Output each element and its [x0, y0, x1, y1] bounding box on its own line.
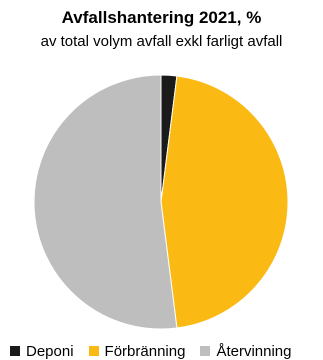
- legend-item-forbranning: Förbränning: [88, 342, 186, 360]
- chart-subtitle: av total volym avfall exkl farligt avfal…: [40, 33, 283, 50]
- chart-title: Avfallshantering 2021, %: [61, 8, 262, 27]
- legend-item-deponi: Deponi: [10, 343, 74, 360]
- legend-label-atervinning: Återvinning: [216, 342, 292, 360]
- legend-swatch-forbranning: [88, 346, 99, 356]
- legend-label-deponi: Deponi: [26, 342, 74, 360]
- legend-swatch-atervinning: [200, 346, 211, 356]
- chart-legend: Deponi Förbränning Återvinning: [10, 342, 291, 360]
- pie-slice-forbranning: [160, 75, 289, 329]
- legend-label-forbranning: Förbränning: [104, 342, 186, 360]
- legend-item-atervinning: Återvinning: [200, 343, 291, 360]
- pie-slice-atervinning: [33, 74, 178, 330]
- legend-swatch-deponi: [10, 346, 20, 356]
